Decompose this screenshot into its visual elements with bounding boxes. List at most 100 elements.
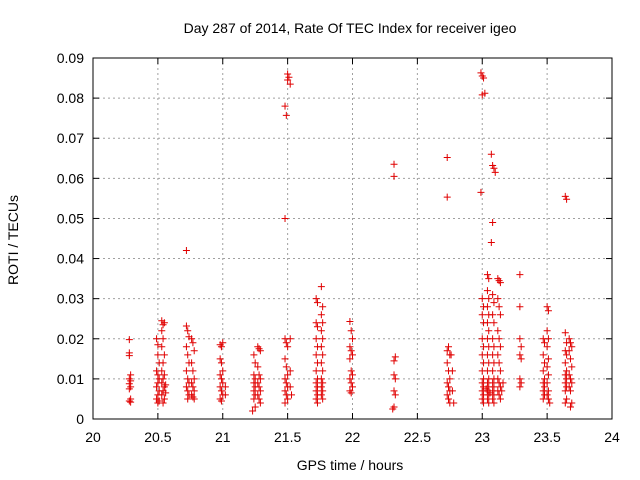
data-point <box>544 371 552 379</box>
data-point <box>251 403 259 411</box>
data-point <box>566 339 574 347</box>
data-point <box>347 347 355 355</box>
data-point <box>496 395 504 403</box>
data-point <box>255 371 263 379</box>
data-point <box>477 188 485 196</box>
data-point <box>217 375 225 383</box>
data-point <box>543 327 551 335</box>
data-point <box>478 295 486 303</box>
data-point <box>153 383 161 391</box>
data-point <box>490 299 498 307</box>
data-point <box>254 379 262 387</box>
data-point <box>281 375 289 383</box>
data-point <box>495 359 503 367</box>
data-point <box>317 383 325 391</box>
data-point <box>490 383 498 391</box>
data-point <box>499 379 507 387</box>
data-point <box>443 359 451 367</box>
data-point <box>284 70 292 78</box>
data-point <box>188 359 196 367</box>
data-point <box>489 395 497 403</box>
data-point <box>445 343 453 351</box>
data-point <box>450 399 458 407</box>
data-point <box>190 395 198 403</box>
data-point <box>443 347 451 355</box>
data-point <box>216 355 224 363</box>
data-point <box>159 359 167 367</box>
data-point <box>494 295 502 303</box>
data-point <box>255 383 263 391</box>
data-point <box>485 327 493 335</box>
x-axis-label: GPS time / hours <box>297 457 404 473</box>
data-point <box>391 391 399 399</box>
data-point <box>516 351 524 359</box>
data-point <box>347 367 355 375</box>
data-point <box>313 299 321 307</box>
data-point <box>281 102 289 110</box>
y-axis-label: ROTI / TECUs <box>5 195 21 285</box>
y-tick-label: 0.02 <box>57 331 84 347</box>
data-point <box>563 195 571 203</box>
data-point <box>125 397 133 405</box>
data-point <box>312 379 320 387</box>
data-point <box>565 335 573 343</box>
data-point <box>349 351 356 359</box>
data-point <box>543 391 551 399</box>
data-point <box>286 335 294 343</box>
x-tick-label: 22.5 <box>404 429 431 445</box>
data-point <box>490 343 498 351</box>
y-tick-label: 0.09 <box>57 50 84 66</box>
data-point <box>286 383 294 391</box>
data-point <box>483 319 491 327</box>
data-point <box>282 379 290 387</box>
data-point <box>446 375 454 383</box>
data-point <box>251 359 259 367</box>
data-point <box>312 387 320 395</box>
data-point <box>483 287 491 295</box>
data-point <box>313 323 321 331</box>
data-point <box>319 379 327 387</box>
data-point <box>188 379 196 387</box>
data-point <box>390 172 398 180</box>
data-point <box>256 347 264 355</box>
data-point <box>489 379 497 387</box>
data-point <box>282 363 290 371</box>
data-point <box>349 335 356 343</box>
data-point <box>219 367 227 375</box>
data-point <box>158 391 166 399</box>
data-point <box>517 343 525 351</box>
data-point <box>189 383 197 391</box>
data-point <box>566 387 574 395</box>
data-point <box>317 283 325 291</box>
y-tick-label: 0.06 <box>57 170 84 186</box>
data-point <box>496 383 504 391</box>
data-point <box>189 339 197 347</box>
data-point <box>495 335 503 343</box>
data-point <box>490 399 498 407</box>
data-point <box>516 303 524 311</box>
data-point <box>346 343 354 351</box>
data-point <box>282 111 290 119</box>
data-point <box>565 347 573 355</box>
data-point <box>443 391 451 399</box>
data-point <box>154 351 162 359</box>
y-tick-label: 0.08 <box>57 90 84 106</box>
data-point <box>516 383 524 391</box>
data-point <box>483 303 491 311</box>
data-point <box>568 363 576 371</box>
data-point <box>284 343 292 351</box>
data-point <box>541 359 549 367</box>
y-tick-label: 0.07 <box>57 130 84 146</box>
data-point <box>256 399 264 407</box>
data-point <box>477 69 485 77</box>
data-point <box>255 395 263 403</box>
data-point <box>217 397 225 405</box>
data-point <box>541 383 549 391</box>
data-point <box>281 387 289 395</box>
data-point <box>566 403 574 411</box>
data-point <box>539 351 547 359</box>
y-tick-label: 0 <box>76 411 84 427</box>
data-point <box>312 295 320 303</box>
data-point <box>319 335 327 343</box>
data-point <box>568 343 576 351</box>
